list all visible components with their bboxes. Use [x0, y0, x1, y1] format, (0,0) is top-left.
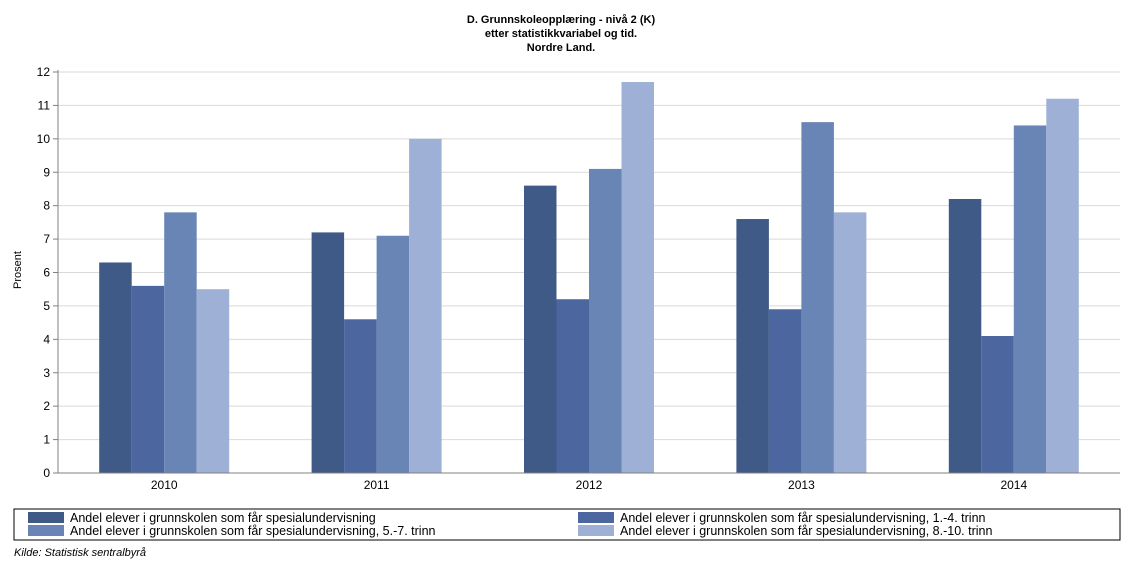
legend: Andel elever i grunnskolen som får spesi…: [13, 508, 1121, 541]
y-tick-label: 4: [43, 332, 50, 346]
bar: [736, 219, 769, 473]
title-line-3: Nordre Land.: [527, 42, 595, 54]
chart-title: D. Grunnskoleopplæring - nivå 2 (K) ette…: [467, 14, 656, 54]
y-axis-title: Prosent: [12, 251, 24, 289]
bar: [981, 335, 1014, 473]
bar: [801, 122, 834, 473]
y-tick-label: 12: [37, 65, 51, 79]
x-tick-label: 2011: [364, 478, 390, 492]
legend-swatch: [578, 525, 614, 536]
bar: [948, 198, 982, 473]
y-tick-label: 3: [43, 366, 50, 380]
x-tick-label: 2014: [1000, 478, 1027, 492]
y-tick-label: 6: [43, 266, 50, 280]
bar: [99, 262, 132, 473]
bar: [524, 185, 557, 473]
y-tick-label: 7: [43, 232, 50, 246]
bar: [833, 212, 867, 473]
legend-label: Andel elever i grunnskolen som får spesi…: [70, 524, 436, 538]
y-tick-label: 10: [37, 132, 51, 146]
x-tick-labels: 2010 2011 2012 2013 2014: [151, 478, 1028, 492]
bar: [768, 309, 802, 473]
legend-frame: [13, 508, 1121, 541]
y-tick-label: 5: [43, 299, 50, 313]
title-line-1: D. Grunnskoleopplæring - nivå 2 (K): [467, 14, 656, 26]
y-tick-label: 8: [43, 199, 50, 213]
bar: [311, 232, 345, 473]
y-tick-label: 9: [43, 165, 50, 179]
bar: [344, 319, 377, 473]
bar: [409, 138, 442, 474]
x-tick-label: 2010: [151, 478, 178, 492]
legend-swatch: [28, 525, 64, 536]
bar: [589, 168, 622, 474]
y-tick-label: 0: [43, 466, 50, 480]
bar: [621, 82, 654, 474]
bar: [131, 285, 165, 473]
bar: [1013, 125, 1047, 473]
y-tick-label: 11: [38, 98, 51, 112]
x-tick-label: 2012: [576, 478, 603, 492]
legend-label: Andel elever i grunnskolen som får spesi…: [70, 511, 376, 525]
bar: [1046, 98, 1079, 473]
bar: [164, 212, 197, 473]
y-tick-label: 2: [43, 399, 50, 413]
legend-swatch: [28, 512, 64, 523]
legend-swatch: [578, 512, 614, 523]
x-tick-label: 2013: [788, 478, 815, 492]
axes: [57, 70, 1120, 474]
legend-label: Andel elever i grunnskolen som får spesi…: [620, 524, 992, 538]
bars: [99, 82, 1079, 474]
bar: [376, 235, 410, 473]
bar: [556, 299, 589, 473]
y-tick-label: 1: [43, 433, 50, 447]
source-note: Kilde: Statistisk sentralbyrå: [14, 547, 146, 559]
legend-label: Andel elever i grunnskolen som får spesi…: [620, 511, 986, 525]
title-line-2: etter statistikkvariabel og tid.: [485, 28, 637, 40]
bar: [196, 289, 230, 473]
